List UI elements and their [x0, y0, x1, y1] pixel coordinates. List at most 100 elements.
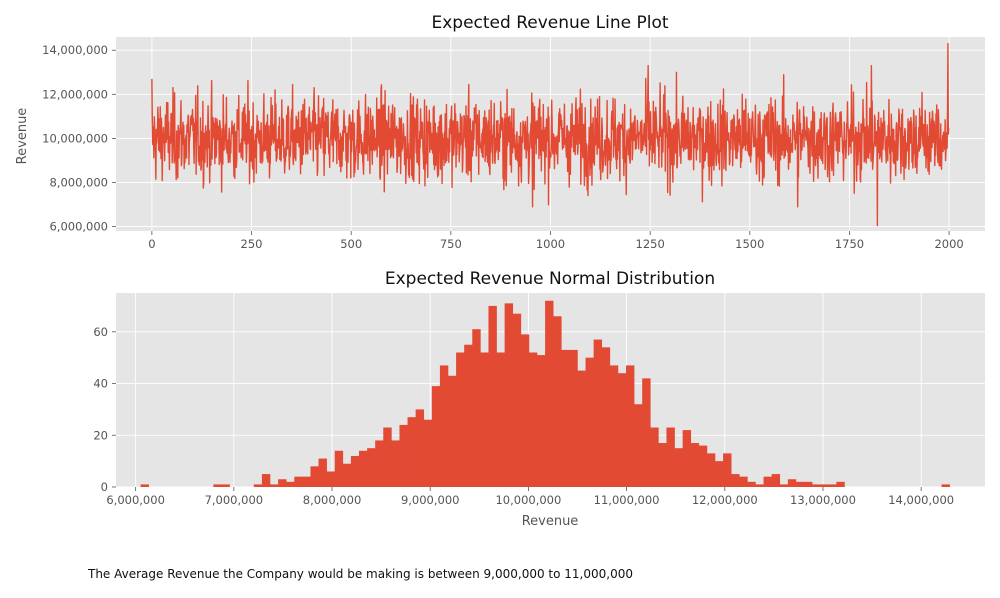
histogram-bar — [472, 329, 481, 487]
histogram-bar — [617, 373, 627, 487]
line-chart: 0 250 500 750 1000 1250 1500 1750 2000 6,000,000… — [15, 13, 985, 251]
line-chart-x-tick-label: 1250 — [636, 237, 665, 251]
line-chart-x-ticks: 0 250 500 750 1000 1250 1500 1750 2000 — [148, 231, 964, 251]
line-chart-grid — [116, 37, 985, 231]
histogram-y-tick-label: 40 — [93, 377, 108, 391]
line-chart-y-tick-label: 10,000,000 — [42, 131, 108, 145]
histogram-bar — [715, 461, 724, 487]
histogram-bar — [261, 474, 271, 487]
histogram-x-tick-label: 9,000,000 — [401, 493, 460, 507]
histogram-bar — [342, 463, 352, 487]
line-chart-x-tick-label: 250 — [241, 237, 263, 251]
histogram-bar — [561, 349, 570, 487]
histogram-x-tick-label: 10,000,000 — [495, 493, 561, 507]
histogram-bar — [375, 440, 384, 487]
histogram-bar — [601, 347, 611, 487]
histogram-bar — [253, 484, 263, 487]
histogram-bar — [391, 440, 400, 487]
histogram-x-tick-label: 12,000,000 — [692, 493, 758, 507]
histogram-bar — [812, 484, 821, 487]
line-chart-y-tick-label: 14,000,000 — [42, 43, 108, 57]
histogram-bar — [941, 484, 950, 487]
histogram-bar — [804, 481, 813, 487]
histogram-bar — [763, 476, 772, 487]
histogram-bar — [399, 424, 408, 487]
histogram-title: Expected Revenue Normal Distribution — [385, 269, 715, 289]
histogram-bar — [650, 427, 659, 487]
histogram-bar — [528, 352, 538, 487]
histogram-bar — [302, 476, 311, 487]
histogram-x-tick-label: 13,000,000 — [790, 493, 856, 507]
histogram-y-tick-label: 0 — [101, 480, 108, 494]
histogram-bar — [383, 427, 392, 487]
histogram-bar — [747, 481, 756, 487]
histogram-bar — [334, 450, 344, 487]
histogram-bar — [658, 443, 667, 487]
histogram-bar — [682, 430, 692, 487]
histogram-bar — [771, 474, 781, 487]
histogram-x-tick-label: 11,000,000 — [594, 493, 660, 507]
histogram-x-tick-label: 7,000,000 — [205, 493, 264, 507]
revenue-summary-caption: The Average Revenue the Company would be… — [88, 567, 633, 581]
histogram-bar — [690, 443, 700, 487]
histogram-x-axis-label: Revenue — [522, 514, 579, 529]
histogram-y-tick-label: 60 — [93, 325, 108, 339]
histogram-bars — [140, 300, 950, 487]
line-chart-x-tick-label: 1000 — [536, 237, 565, 251]
histogram-bar — [731, 474, 740, 487]
histogram-bar — [221, 484, 230, 487]
histogram-bar — [795, 481, 805, 487]
histogram-bar — [431, 386, 441, 487]
histogram-bar — [553, 316, 562, 487]
histogram-bar — [480, 352, 489, 487]
histogram-bar — [496, 352, 505, 487]
histogram-bar — [456, 352, 465, 487]
histogram-x-tick-label: 6,000,000 — [106, 493, 165, 507]
histogram-bar — [642, 378, 651, 487]
histogram-bar — [545, 300, 554, 487]
histogram-bar — [423, 419, 433, 487]
histogram-bar — [828, 484, 837, 487]
histogram-bar — [439, 365, 449, 487]
histogram-bar — [698, 445, 708, 487]
histogram-x-ticks: 6,000,000 7,000,000 8,000,000 9,000,000 10,0… — [106, 487, 954, 507]
histogram-chart: 6,000,000 7,000,000 8,000,000 9,000,000 10,0… — [93, 269, 985, 529]
histogram-bar — [520, 334, 530, 487]
line-chart-x-tick-label: 1750 — [835, 237, 864, 251]
histogram-x-tick-label: 8,000,000 — [303, 493, 362, 507]
histogram-bar — [294, 476, 303, 487]
line-chart-series-path — [151, 42, 950, 227]
histogram-bar — [350, 455, 360, 487]
line-chart-x-tick-label: 0 — [148, 237, 155, 251]
line-chart-x-tick-label: 500 — [340, 237, 362, 251]
line-chart-series — [151, 42, 950, 227]
histogram-bar — [820, 484, 829, 487]
histogram-bar — [666, 427, 675, 487]
histogram-bar — [415, 409, 425, 487]
histogram-bar — [593, 339, 603, 487]
histogram-bar — [407, 417, 416, 487]
histogram-bar — [723, 453, 732, 487]
histogram-y-tick-label: 20 — [93, 428, 108, 442]
histogram-bar — [836, 481, 845, 487]
histogram-bar — [326, 471, 336, 487]
line-chart-y-ticks: 6,000,000 8,000,000 10,000,000 12,000,000 14… — [42, 43, 116, 234]
line-chart-y-tick-label: 6,000,000 — [49, 220, 108, 234]
line-chart-x-tick-label: 1500 — [735, 237, 764, 251]
histogram-bar — [585, 357, 594, 487]
histogram-bar — [674, 448, 683, 487]
histogram-bar — [140, 484, 149, 487]
line-chart-y-axis-label: Revenue — [15, 108, 30, 165]
histogram-bar — [569, 349, 578, 487]
histogram-bar — [787, 479, 797, 487]
histogram-bar — [318, 458, 327, 487]
histogram-bar — [706, 453, 716, 487]
line-chart-x-tick-label: 2000 — [934, 237, 963, 251]
histogram-bar — [464, 344, 473, 487]
line-chart-y-tick-label: 8,000,000 — [49, 176, 108, 190]
histogram-bar — [278, 479, 287, 487]
histogram-bar — [755, 484, 764, 487]
histogram-bar — [270, 484, 279, 487]
histogram-bar — [537, 355, 546, 487]
